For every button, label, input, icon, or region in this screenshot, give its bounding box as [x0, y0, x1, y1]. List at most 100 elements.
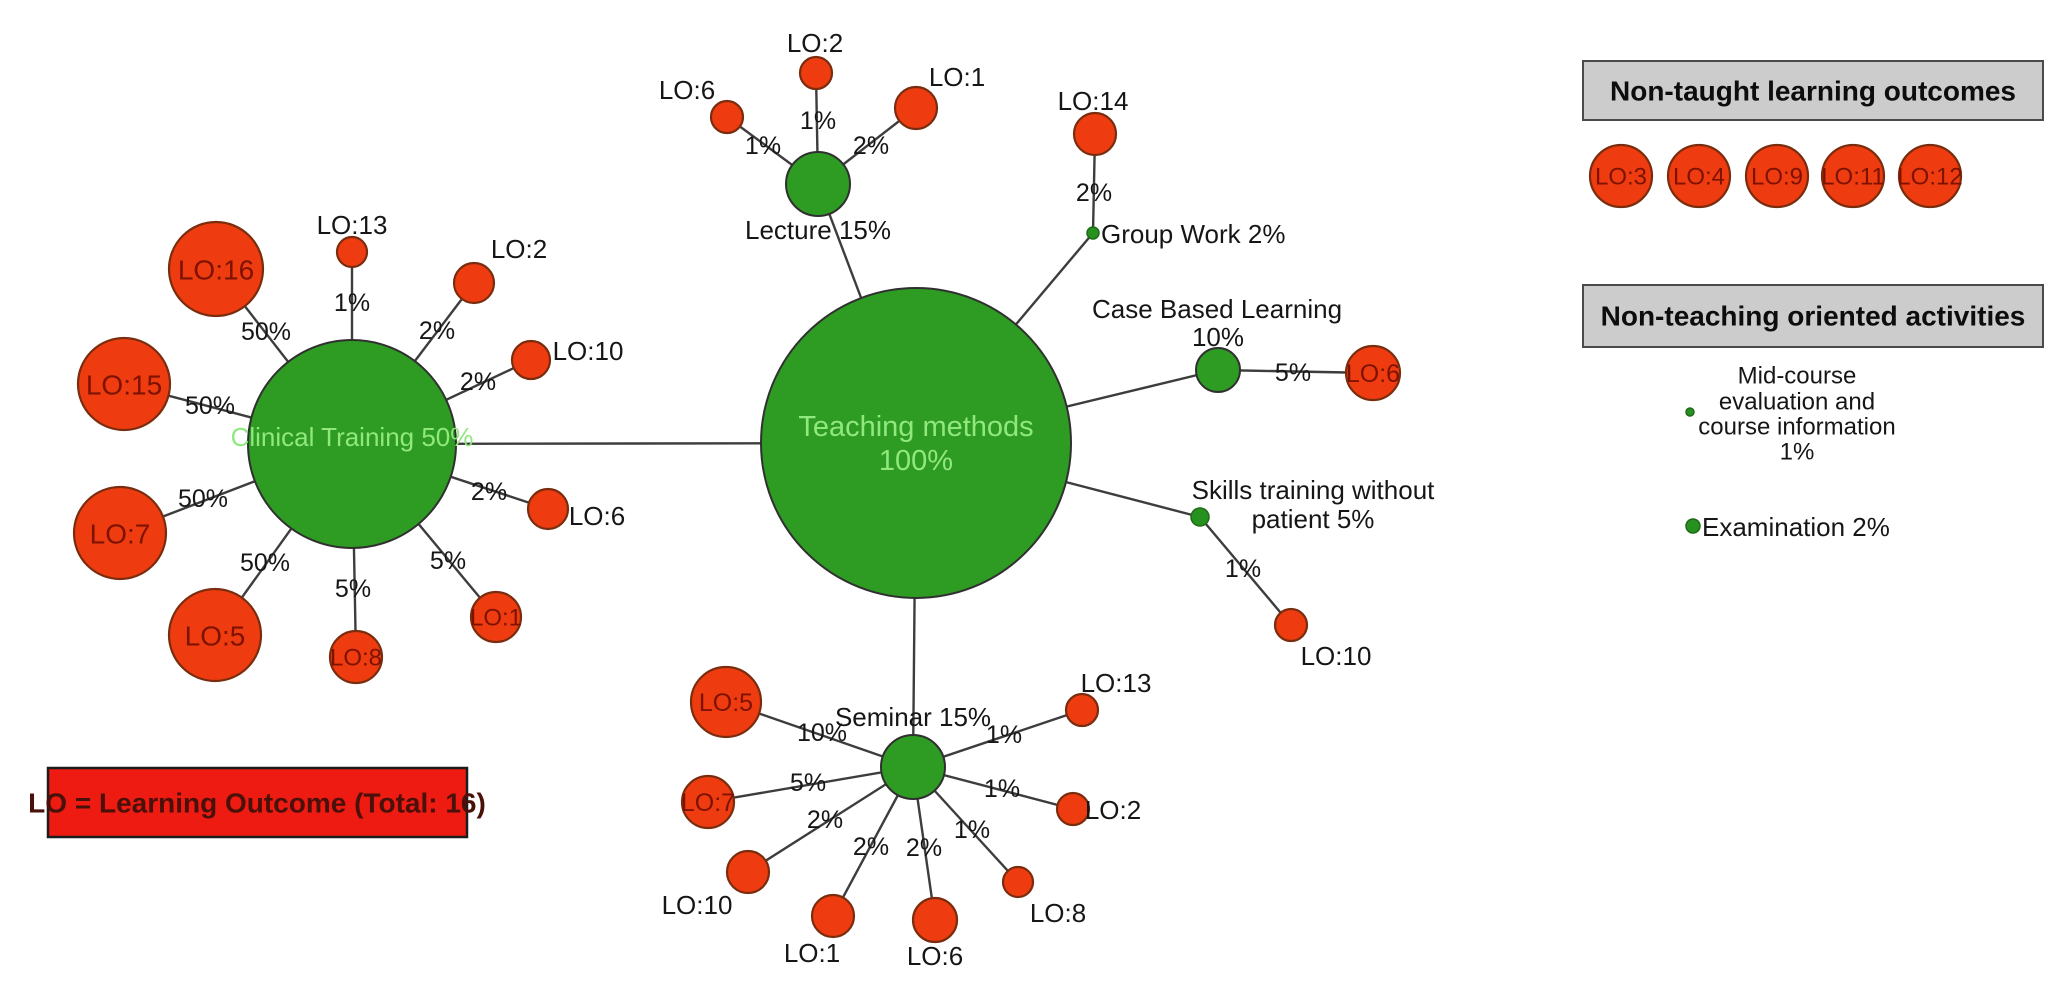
groupwork-lo14-id: LO:14: [1058, 86, 1129, 116]
node-seminar-lo5: [689, 665, 763, 739]
lecture-lo6-pct: 1%: [745, 132, 781, 160]
clinical-lo7-id: LO:7: [90, 519, 151, 550]
node-case-based-learning: [1195, 347, 1241, 393]
node-skills-training: [1190, 507, 1210, 527]
node-seminar-lo13: [1064, 692, 1100, 728]
case-based-label-line2: 10%: [1192, 322, 1244, 352]
seminar-lo13-pct: 1%: [986, 721, 1022, 749]
clinical-lo13-id: LO:13: [317, 210, 388, 240]
node-clinical-lo2: [452, 261, 496, 305]
clinical-lo2-pct: 2%: [419, 317, 455, 345]
clinical-training-label: Clinical Training 50%: [231, 422, 474, 452]
node-seminar-lo1: [810, 893, 856, 939]
seminar-lo1-id: LO:1: [784, 938, 840, 968]
node-nontaught-lo11: [1820, 143, 1886, 209]
node-nontaught-lo12: [1897, 143, 1963, 209]
nontaught-lo12-id: LO:12: [1897, 164, 1962, 191]
node-seminar: [880, 734, 946, 800]
midcourse-label-line2: evaluation and: [1719, 389, 1875, 416]
seminar-lo10-pct: 2%: [807, 806, 843, 834]
seminar-lo5-id: LO:5: [699, 689, 753, 717]
non-taught-panel: Non-taught learning outcomes LO:3 LO:4 L…: [1582, 60, 2044, 209]
nontaught-lo3-id: LO:3: [1595, 164, 1647, 191]
node-seminar-lo6: [911, 896, 959, 944]
clinical-lo15-pct: 50%: [185, 392, 235, 420]
midcourse-label-line3: course information: [1698, 414, 1895, 441]
clinical-lo7-pct: 50%: [178, 485, 228, 513]
seminar-lo6-id: LO:6: [907, 941, 963, 971]
node-casebased-lo6: [1344, 344, 1402, 402]
node-clinical-lo8: [328, 629, 384, 685]
node-seminar-lo8: [1001, 865, 1035, 899]
skills-label-line1: Skills training without: [1192, 475, 1436, 505]
nontaught-lo9-id: LO:9: [1751, 164, 1803, 191]
seminar-lo13-id: LO:13: [1081, 668, 1152, 698]
seminar-label: Seminar 15%: [835, 702, 991, 732]
dot-midcourse: [1685, 407, 1695, 417]
casebased-lo6-id: LO:6: [1346, 360, 1400, 388]
seminar-lo8-id: LO:8: [1030, 898, 1086, 928]
node-nontaught-lo4: [1666, 143, 1732, 209]
seminar-lo6-pct: 2%: [906, 834, 942, 862]
clinical-lo6-id: LO:6: [569, 501, 625, 531]
midcourse-label-line1: Mid-course: [1738, 363, 1857, 390]
node-seminar-lo10: [725, 849, 771, 895]
node-group-work: [1086, 226, 1100, 240]
node-clinical-lo6: [526, 487, 570, 531]
skills-lo10-pct: 1%: [1225, 555, 1261, 583]
node-clinical-training: [247, 339, 457, 549]
dot-examination: [1685, 518, 1701, 534]
non-teaching-panel: Non-teaching oriented activities Mid-cou…: [1582, 284, 2044, 542]
node-teaching-methods: [760, 287, 1072, 599]
seminar-lo8-pct: 1%: [954, 816, 990, 844]
nontaught-lo4-id: LO:4: [1673, 164, 1725, 191]
lecture-lo1-pct: 2%: [853, 132, 889, 160]
seminar-lo7-id: LO:7: [681, 789, 735, 817]
node-clinical-lo7: [72, 485, 168, 581]
node-clinical-lo13: [335, 235, 369, 269]
edge-seminar-lo7: [707, 765, 914, 804]
examination-label: Examination 2%: [1702, 512, 1890, 542]
seminar-lo5-pct: 10%: [797, 719, 847, 747]
clinical-lo16-id: LO:16: [178, 255, 254, 286]
clinical-lo5-id: LO:5: [185, 621, 246, 652]
clinical-lo13-pct: 1%: [334, 289, 370, 317]
teaching-methods-label-line1: Teaching methods: [798, 411, 1033, 443]
clinical-lo10-id: LO:10: [553, 336, 624, 366]
casebased-lo6-pct: 5%: [1275, 359, 1311, 387]
non-taught-header-box: [1582, 60, 2044, 121]
lecture-lo2-pct: 1%: [800, 107, 836, 135]
skills-label-line2: patient 5%: [1252, 504, 1375, 534]
clinical-lo2-id: LO:2: [491, 234, 547, 264]
seminar-lo1-pct: 2%: [853, 833, 889, 861]
clinical-lo6-pct: 2%: [471, 478, 507, 506]
nontaught-lo11-id: LO:11: [1821, 164, 1885, 191]
legend-box: [46, 766, 469, 839]
midcourse-label-line4: 1%: [1780, 439, 1815, 466]
green-node-group: [247, 151, 1241, 800]
skills-lo10-id: LO:10: [1301, 641, 1372, 671]
node-nontaught-lo3: [1588, 143, 1654, 209]
node-clinical-lo16: [167, 220, 265, 318]
legend: LO = Learning Outcome (Total: 16): [28, 766, 486, 839]
node-clinical-lo5: [167, 587, 263, 683]
non-taught-header-label: Non-taught learning outcomes: [1610, 76, 2016, 107]
non-teaching-header-box: [1582, 284, 2044, 348]
node-lecture: [785, 151, 851, 217]
node-skills-lo10: [1273, 607, 1309, 643]
clinical-lo10-pct: 2%: [460, 368, 496, 396]
seminar-lo2-id: LO:2: [1085, 795, 1141, 825]
non-teaching-header-label: Non-teaching oriented activities: [1601, 301, 2026, 332]
node-lecture-lo1: [893, 85, 939, 131]
clinical-lo1-pct: 5%: [430, 547, 466, 575]
lecture-lo6-id: LO:6: [659, 75, 715, 105]
lecture-lo2-id: LO:2: [787, 28, 843, 58]
clinical-lo8-id: LO:8: [330, 645, 382, 672]
lecture-label: Lecture 15%: [745, 215, 891, 245]
seminar-lo10-id: LO:10: [662, 890, 733, 920]
node-seminar-lo7: [680, 774, 736, 830]
clinical-lo8-pct: 5%: [335, 575, 371, 603]
legend-label: LO = Learning Outcome (Total: 16): [28, 788, 486, 819]
